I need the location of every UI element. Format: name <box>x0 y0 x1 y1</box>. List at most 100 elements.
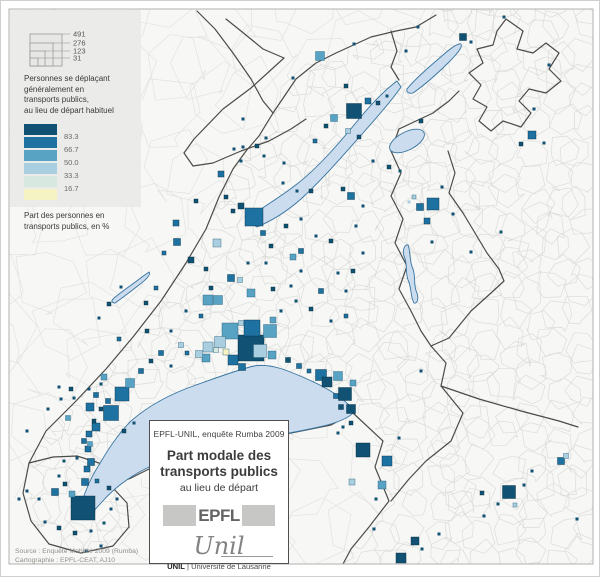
data-square <box>377 480 387 490</box>
data-square <box>208 285 214 291</box>
data-square <box>371 159 375 163</box>
data-square <box>397 436 401 440</box>
data-square <box>148 358 154 364</box>
data-square <box>264 261 268 265</box>
data-square <box>222 348 230 356</box>
data-square <box>330 114 338 122</box>
data-square <box>385 94 389 98</box>
data-square <box>308 306 314 312</box>
data-square <box>386 164 392 170</box>
data-square <box>289 284 293 288</box>
data-square <box>83 465 91 473</box>
data-square <box>198 313 204 319</box>
data-square <box>227 274 235 282</box>
data-square <box>161 250 167 256</box>
data-square <box>91 418 97 424</box>
data-square <box>239 159 243 163</box>
data-square <box>132 421 136 425</box>
data-square <box>237 277 243 283</box>
data-square <box>289 253 297 261</box>
data-square <box>349 379 357 387</box>
data-square <box>352 42 356 46</box>
data-square <box>361 251 365 255</box>
data-square <box>253 344 267 358</box>
data-square <box>105 398 111 404</box>
data-square <box>338 387 352 401</box>
data-square <box>312 138 318 144</box>
survey-header: EPFL-UNIL, enquête Rumba 2009 <box>153 429 285 439</box>
data-square <box>57 474 61 478</box>
data-square <box>348 420 354 426</box>
data-square <box>84 445 92 453</box>
data-square <box>213 347 219 353</box>
data-square <box>85 430 93 438</box>
data-square <box>318 288 324 294</box>
data-square <box>364 97 372 105</box>
data-square <box>125 378 135 388</box>
data-square <box>91 422 101 432</box>
data-square <box>143 300 149 306</box>
data-square <box>321 376 333 388</box>
data-square <box>285 357 291 363</box>
lake-gruyere <box>402 244 419 304</box>
data-square <box>298 248 304 254</box>
data-square <box>343 313 349 319</box>
data-square <box>315 369 327 381</box>
data-square <box>93 392 99 398</box>
data-square <box>72 530 78 536</box>
data-square <box>17 497 21 501</box>
epfl-logo-bar-left <box>163 504 197 526</box>
data-square <box>348 478 356 486</box>
data-square <box>138 368 144 374</box>
data-square <box>291 76 295 80</box>
data-square <box>87 387 91 391</box>
data-square <box>346 404 356 414</box>
data-square <box>109 507 113 511</box>
unil-logo: Unil <box>193 534 274 558</box>
data-square <box>114 386 130 402</box>
data-square <box>212 238 222 248</box>
data-square <box>512 502 518 508</box>
lake-neuchatel <box>250 80 402 228</box>
data-square <box>518 141 524 147</box>
data-square <box>62 481 68 487</box>
data-square <box>103 405 119 421</box>
scale-label: 33.3 <box>64 171 79 181</box>
data-square <box>308 188 314 194</box>
data-square <box>153 285 159 291</box>
data-square <box>89 529 93 533</box>
data-square <box>99 544 103 548</box>
data-square <box>227 354 239 366</box>
data-square <box>451 212 455 216</box>
data-square <box>65 415 71 421</box>
data-square <box>469 40 473 44</box>
scale-swatch <box>24 189 57 201</box>
lake-biel <box>406 43 462 94</box>
data-square <box>333 371 343 381</box>
data-square <box>557 457 565 465</box>
data-square <box>479 490 485 496</box>
data-square <box>420 547 424 551</box>
data-square <box>530 469 534 473</box>
data-square <box>270 286 276 292</box>
color-scale: 83.3 66.7 50.0 33.3 16.7 <box>24 124 141 204</box>
data-square <box>25 429 29 433</box>
data-square <box>223 194 229 200</box>
data-square <box>230 208 236 214</box>
data-square <box>187 256 195 264</box>
data-square <box>178 342 184 348</box>
unil-logo-swash <box>221 555 274 557</box>
data-square <box>97 316 101 320</box>
data-square <box>328 238 334 244</box>
data-square <box>169 364 173 368</box>
data-square <box>499 230 503 234</box>
data-square <box>102 521 106 525</box>
data-square <box>361 204 365 208</box>
data-square <box>459 33 467 41</box>
data-square <box>314 234 318 238</box>
data-square <box>241 145 245 149</box>
data-square <box>267 350 277 360</box>
data-square <box>202 294 214 306</box>
data-square <box>72 396 76 400</box>
